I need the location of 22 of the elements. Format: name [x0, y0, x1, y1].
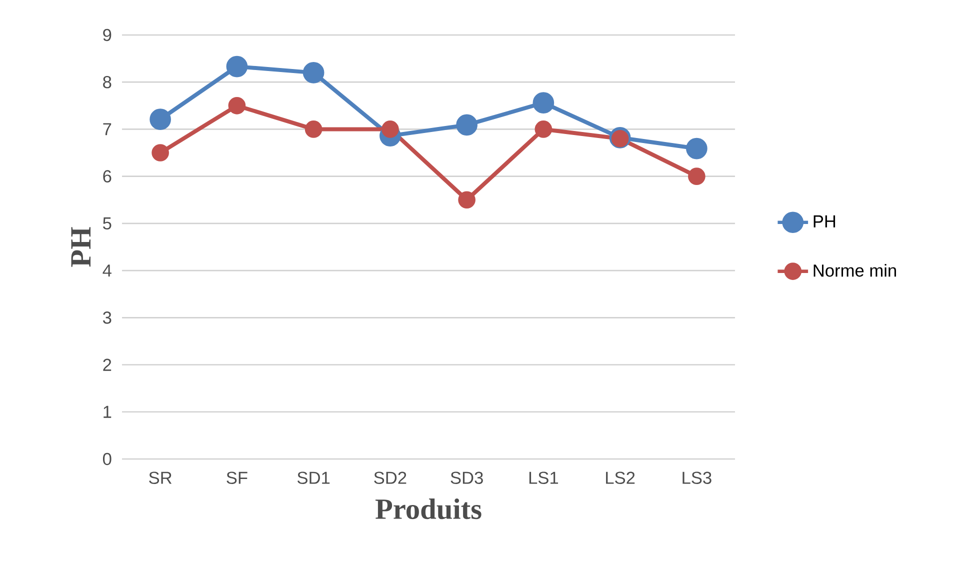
y-tick-label: 1 — [104, 406, 112, 418]
y-axis-title: PH — [71, 227, 91, 267]
y-tick-label: 7 — [103, 123, 112, 136]
x-tick-label: LS1 — [529, 472, 558, 484]
x-tick-label: LS2 — [606, 472, 635, 484]
x-tick-label: SF — [226, 472, 248, 484]
y-tick-label: 5 — [103, 217, 112, 230]
y-tick-label: 0 — [102, 452, 112, 466]
y-tick-label: 6 — [103, 170, 112, 182]
x-tick-label: SD1 — [298, 472, 330, 484]
x-tick-label: SD2 — [374, 472, 406, 484]
x-tick-label: SD3 — [450, 472, 483, 484]
y-tick-label: 4 — [102, 264, 112, 277]
y-tick-label: 8 — [103, 76, 112, 88]
x-axis-title: Produits — [375, 498, 482, 520]
y-tick-label: 9 — [103, 28, 112, 42]
x-tick-label: LS3 — [682, 472, 712, 484]
x-tick-label: SR — [149, 472, 172, 484]
y-tick-label: 2 — [103, 358, 112, 371]
legend-label: Norme min — [814, 264, 896, 277]
legend-label: PH — [814, 215, 836, 228]
y-tick-label: 3 — [102, 312, 112, 324]
